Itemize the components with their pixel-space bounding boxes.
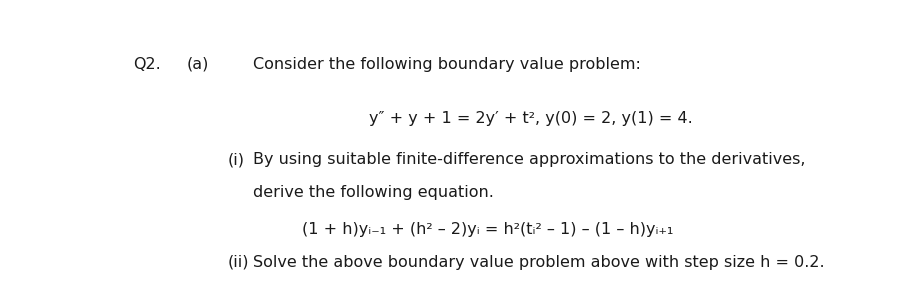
Text: Consider the following boundary value problem:: Consider the following boundary value pr… bbox=[253, 57, 642, 72]
Text: (i): (i) bbox=[227, 152, 244, 167]
Text: Solve the above boundary value problem above with step size h = 0.2.: Solve the above boundary value problem a… bbox=[253, 255, 825, 270]
Text: derive the following equation.: derive the following equation. bbox=[253, 185, 494, 200]
Text: (ii): (ii) bbox=[227, 255, 249, 270]
Text: (a): (a) bbox=[186, 57, 209, 72]
Text: y″ + y + 1 = 2y′ + t², y(0) = 2, y(1) = 4.: y″ + y + 1 = 2y′ + t², y(0) = 2, y(1) = … bbox=[369, 111, 693, 126]
Text: By using suitable finite-difference approximations to the derivatives,: By using suitable finite-difference appr… bbox=[253, 152, 805, 167]
Text: Q2.: Q2. bbox=[133, 57, 160, 72]
Text: (1 + h)yᵢ₋₁ + (h² – 2)yᵢ = h²(tᵢ² – 1) – (1 – h)yᵢ₊₁: (1 + h)yᵢ₋₁ + (h² – 2)yᵢ = h²(tᵢ² – 1) –… bbox=[302, 222, 674, 237]
